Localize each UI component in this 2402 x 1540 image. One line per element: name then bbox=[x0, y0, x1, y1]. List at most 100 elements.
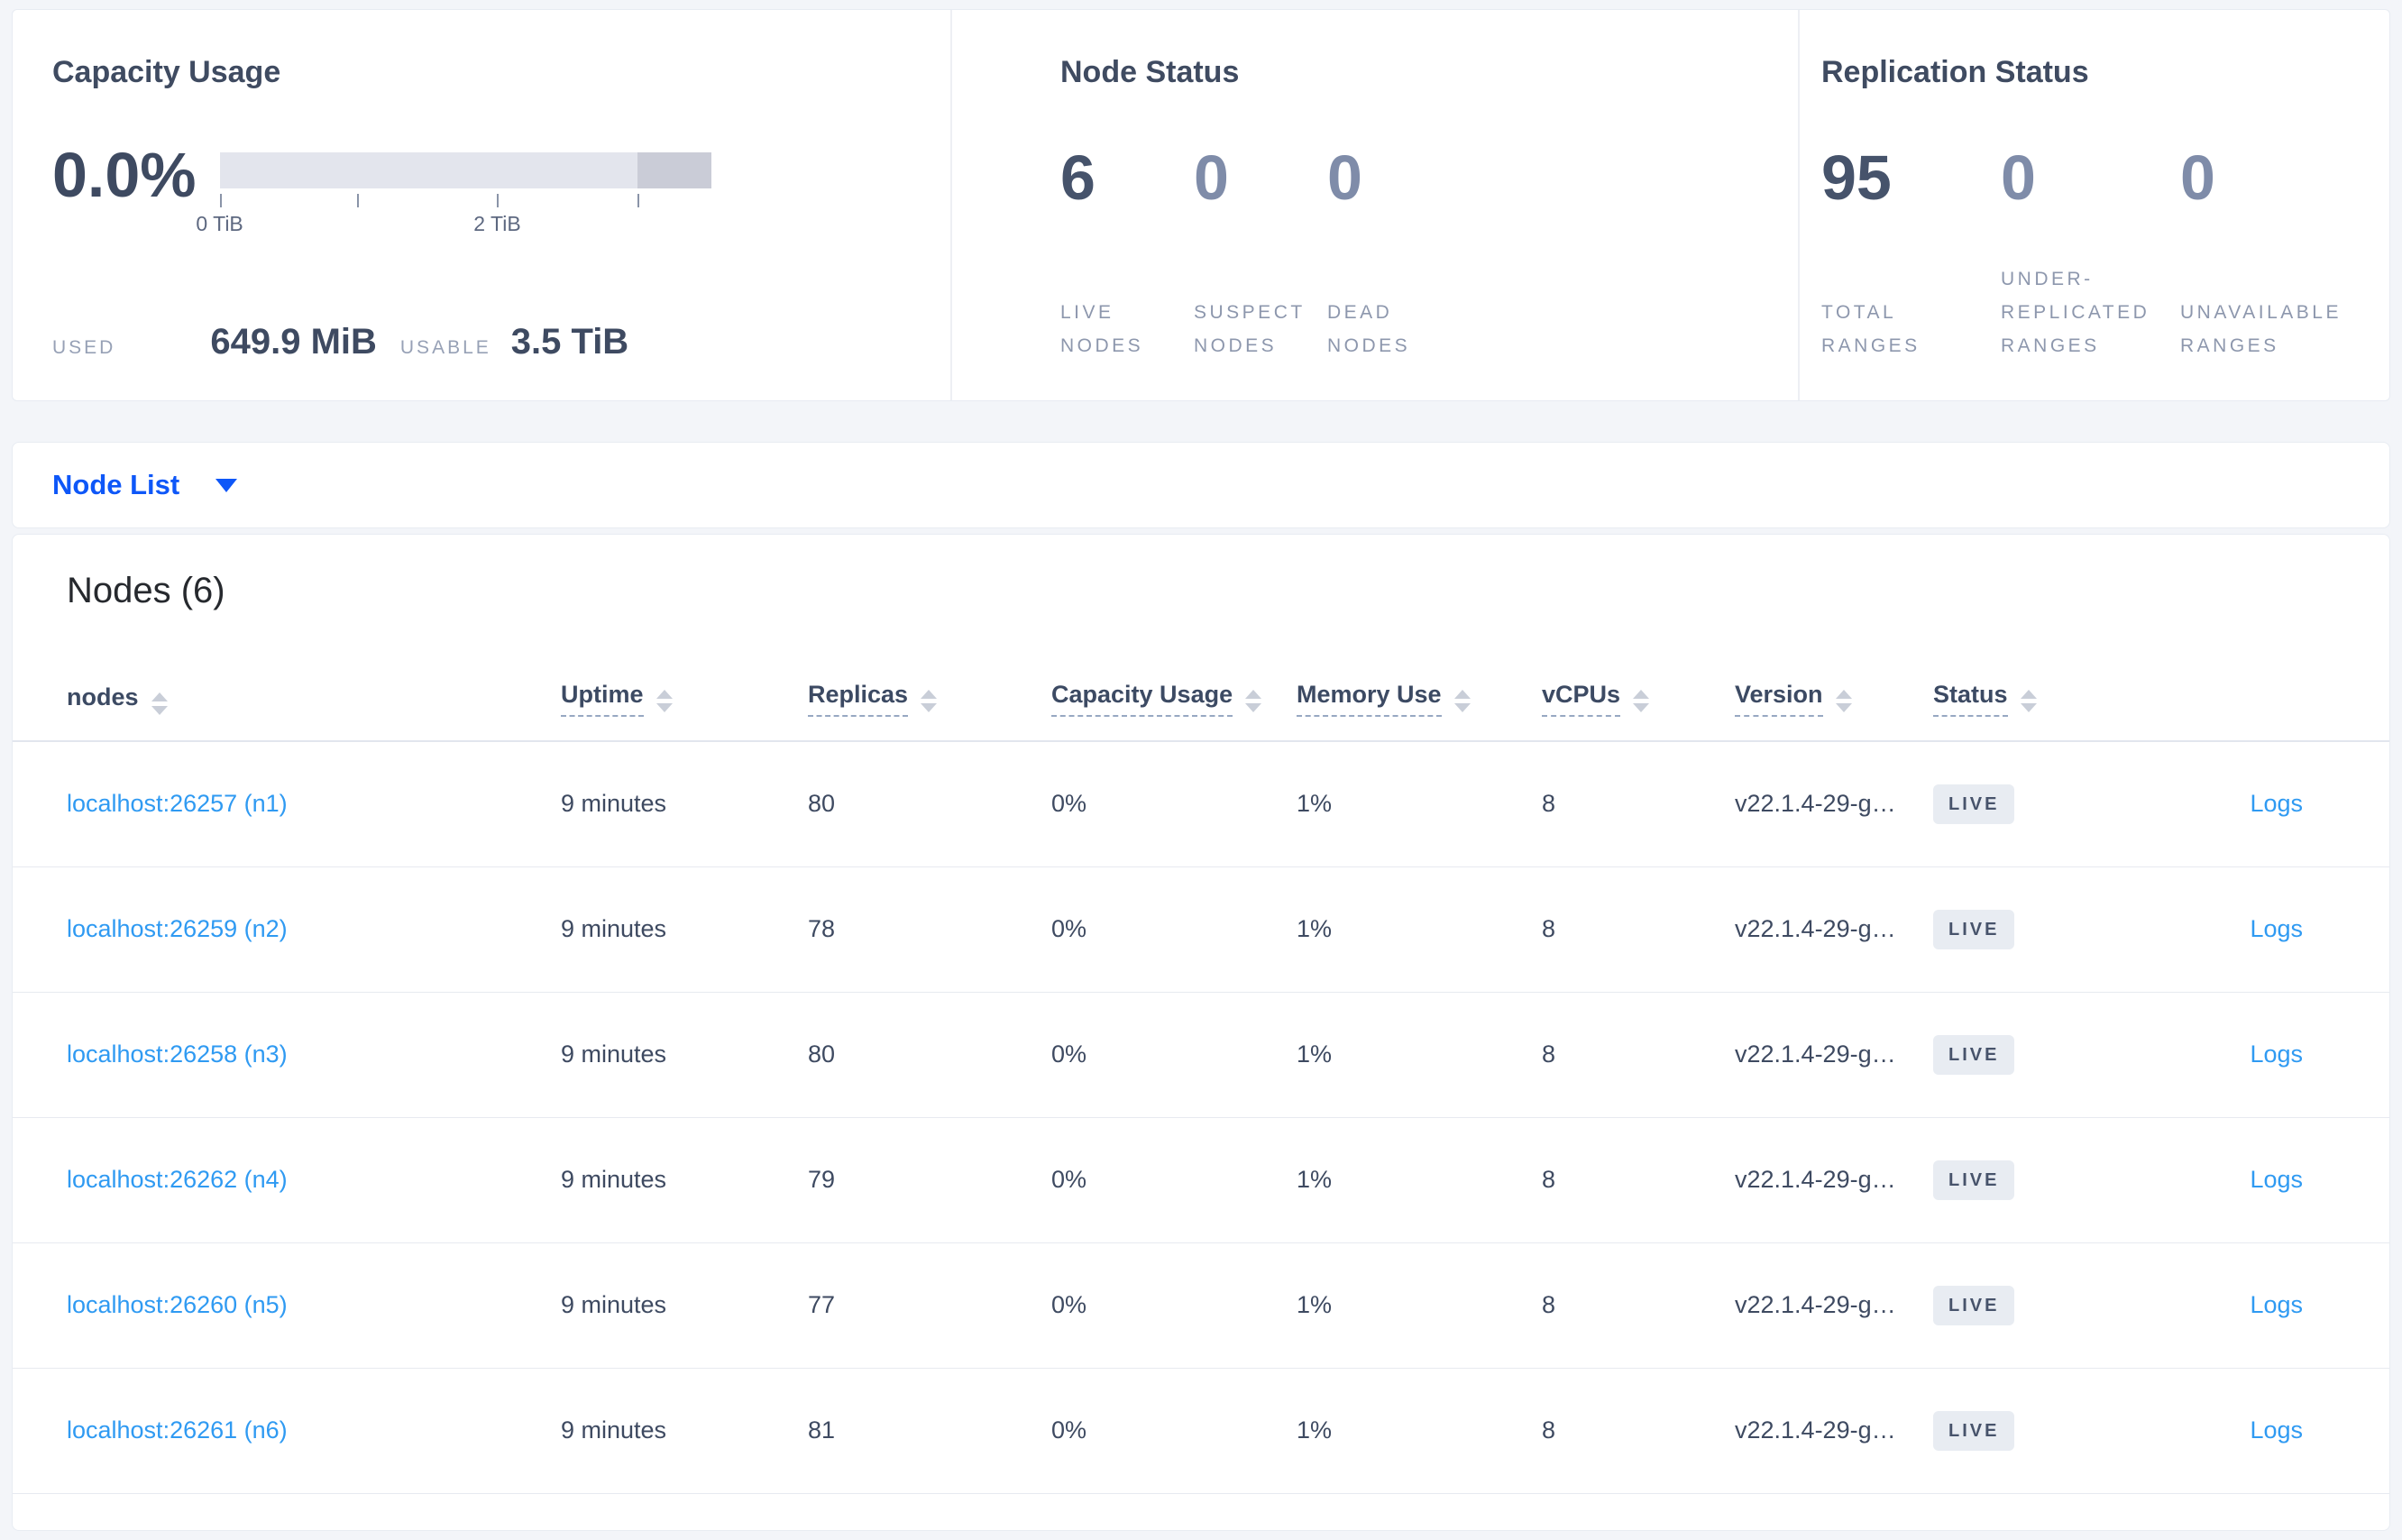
vcpus-cell: 8 bbox=[1542, 992, 1735, 1118]
status-badge: LIVE bbox=[1933, 1410, 2015, 1451]
vcpus-cell: 8 bbox=[1542, 1242, 1735, 1369]
uptime-cell: 9 minutes bbox=[561, 1368, 808, 1494]
capacity-percent-value: 0.0% bbox=[52, 140, 197, 210]
total-ranges-stat: 95 TOTAL RANGES bbox=[1821, 142, 2001, 362]
replicas-cell: 80 bbox=[808, 741, 1051, 867]
node-link[interactable]: localhost:26258 (n3) bbox=[67, 1040, 288, 1068]
capacity-usage-cell: 0% bbox=[1051, 1242, 1297, 1369]
logs-link[interactable]: Logs bbox=[2250, 790, 2303, 818]
capacity-usage-cell: 0% bbox=[1051, 992, 1297, 1118]
unavailable-ranges-stat: 0 UNAVAILABLE RANGES bbox=[2180, 142, 2360, 362]
node-link[interactable]: localhost:26259 (n2) bbox=[67, 915, 288, 942]
table-header-row: nodes Uptime Replicas Capacity Usage Mem… bbox=[13, 650, 2389, 742]
uptime-cell: 9 minutes bbox=[561, 741, 808, 867]
logs-link[interactable]: Logs bbox=[2250, 1416, 2303, 1444]
memory-use-cell: 1% bbox=[1297, 992, 1542, 1118]
uptime-cell: 9 minutes bbox=[561, 1117, 808, 1243]
replicas-cell: 81 bbox=[808, 1368, 1051, 1494]
node-link[interactable]: localhost:26261 (n6) bbox=[67, 1416, 288, 1444]
nodes-heading: Nodes (6) bbox=[67, 571, 225, 610]
used-label: USED bbox=[52, 337, 116, 358]
capacity-usage-cell: 0% bbox=[1051, 866, 1297, 993]
capacity-usage-title: Capacity Usage bbox=[52, 55, 281, 89]
version-cell: v22.1.4-29-g… bbox=[1735, 1242, 1933, 1369]
column-header-uptime[interactable]: Uptime bbox=[561, 650, 808, 742]
table-row: localhost:26260 (n5) 9 minutes 77 0% 1% … bbox=[13, 1242, 2389, 1369]
sort-icon bbox=[656, 690, 673, 712]
nodes-panel: Nodes (6) nodes Uptime Replicas Capacity… bbox=[12, 534, 2390, 1531]
memory-use-cell: 1% bbox=[1297, 866, 1542, 993]
memory-use-cell: 1% bbox=[1297, 741, 1542, 867]
suspect-nodes-value: 0 bbox=[1194, 142, 1229, 213]
uptime-cell: 9 minutes bbox=[561, 992, 808, 1118]
logs-link[interactable]: Logs bbox=[2250, 915, 2303, 942]
table-row: localhost:26259 (n2) 9 minutes 78 0% 1% … bbox=[13, 866, 2389, 993]
status-badge: LIVE bbox=[1933, 909, 2015, 949]
replicas-cell: 78 bbox=[808, 866, 1051, 993]
dead-nodes-stat: 0 DEAD NODES bbox=[1327, 142, 1461, 362]
capacity-bar-nonusable-segment bbox=[637, 152, 711, 188]
vcpus-cell: 8 bbox=[1542, 741, 1735, 867]
total-ranges-value: 95 bbox=[1821, 142, 1892, 213]
used-value: 649.9 MiB bbox=[210, 322, 377, 362]
table-row: localhost:26258 (n3) 9 minutes 80 0% 1% … bbox=[13, 992, 2389, 1118]
column-header-replicas[interactable]: Replicas bbox=[808, 650, 1051, 742]
suspect-nodes-stat: 0 SUSPECT NODES bbox=[1194, 142, 1327, 362]
node-status-title: Node Status bbox=[1060, 55, 1240, 89]
version-cell: v22.1.4-29-g… bbox=[1735, 866, 1933, 993]
logs-link[interactable]: Logs bbox=[2250, 1291, 2303, 1318]
table-row: localhost:26261 (n6) 9 minutes 81 0% 1% … bbox=[13, 1368, 2389, 1494]
capacity-usage-cell: 0% bbox=[1051, 741, 1297, 867]
version-cell: v22.1.4-29-g… bbox=[1735, 992, 1933, 1118]
under-replicated-ranges-label: UNDER-REPLICATED RANGES bbox=[2001, 269, 2150, 356]
vcpus-cell: 8 bbox=[1542, 866, 1735, 993]
node-link[interactable]: localhost:26262 (n4) bbox=[67, 1166, 288, 1193]
column-header-vcpus[interactable]: vCPUs bbox=[1542, 650, 1735, 742]
column-header-memory-use[interactable]: Memory Use bbox=[1297, 650, 1542, 742]
version-cell: v22.1.4-29-g… bbox=[1735, 1117, 1933, 1243]
vcpus-cell: 8 bbox=[1542, 1117, 1735, 1243]
sort-icon bbox=[1835, 690, 1852, 712]
sort-icon bbox=[1245, 690, 1262, 712]
node-link[interactable]: localhost:26260 (n5) bbox=[67, 1291, 288, 1318]
column-header-capacity-usage[interactable]: Capacity Usage bbox=[1051, 650, 1297, 742]
column-header-status[interactable]: Status bbox=[1933, 650, 2147, 742]
logs-link[interactable]: Logs bbox=[2250, 1040, 2303, 1068]
chevron-down-icon bbox=[215, 478, 238, 492]
usable-value: 3.5 TiB bbox=[510, 322, 629, 362]
node-list-dropdown-label: Node List bbox=[52, 469, 180, 500]
replicas-cell: 77 bbox=[808, 1242, 1051, 1369]
dead-nodes-value: 0 bbox=[1327, 142, 1362, 213]
table-row: localhost:26257 (n1) 9 minutes 80 0% 1% … bbox=[13, 741, 2389, 867]
capacity-usage-cell: 0% bbox=[1051, 1117, 1297, 1243]
node-list-dropdown[interactable]: Node List bbox=[12, 442, 2390, 528]
dead-nodes-label: DEAD NODES bbox=[1327, 302, 1411, 356]
unavailable-ranges-value: 0 bbox=[2180, 142, 2215, 213]
node-link[interactable]: localhost:26257 (n1) bbox=[67, 790, 288, 818]
under-replicated-ranges-stat: 0 UNDER-REPLICATED RANGES bbox=[2001, 142, 2180, 362]
version-cell: v22.1.4-29-g… bbox=[1735, 1368, 1933, 1494]
uptime-cell: 9 minutes bbox=[561, 866, 808, 993]
column-header-version[interactable]: Version bbox=[1735, 650, 1933, 742]
total-ranges-label: TOTAL RANGES bbox=[1821, 302, 1921, 356]
capacity-axis-labels: 0 TiB 2 TiB bbox=[196, 212, 711, 237]
unavailable-ranges-label: UNAVAILABLE RANGES bbox=[2180, 302, 2342, 356]
status-badge: LIVE bbox=[1933, 1160, 2015, 1200]
cluster-summary-panel: Capacity Usage 0.0% 0 TiB 2 TiB USED 649… bbox=[12, 9, 2390, 401]
replication-status-title: Replication Status bbox=[1821, 55, 2089, 89]
capacity-bar-track bbox=[219, 152, 711, 188]
axis-label-0tib: 0 TiB bbox=[196, 212, 243, 235]
sort-icon bbox=[921, 690, 938, 712]
version-cell: v22.1.4-29-g… bbox=[1735, 741, 1933, 867]
column-header-nodes[interactable]: nodes bbox=[13, 650, 561, 742]
capacity-bar-chart: 0 TiB 2 TiB bbox=[196, 152, 711, 237]
replicas-cell: 80 bbox=[808, 992, 1051, 1118]
logs-link[interactable]: Logs bbox=[2250, 1166, 2303, 1193]
node-status-section: Node Status 6 LIVE NODES 0 SUSPECT NODES… bbox=[950, 10, 1798, 400]
status-badge: LIVE bbox=[1933, 1285, 2015, 1325]
sort-icon bbox=[151, 692, 168, 715]
live-nodes-value: 6 bbox=[1060, 142, 1096, 213]
sort-icon bbox=[1633, 690, 1650, 712]
axis-label-2tib: 2 TiB bbox=[473, 212, 521, 235]
under-replicated-ranges-value: 0 bbox=[2001, 142, 2036, 213]
